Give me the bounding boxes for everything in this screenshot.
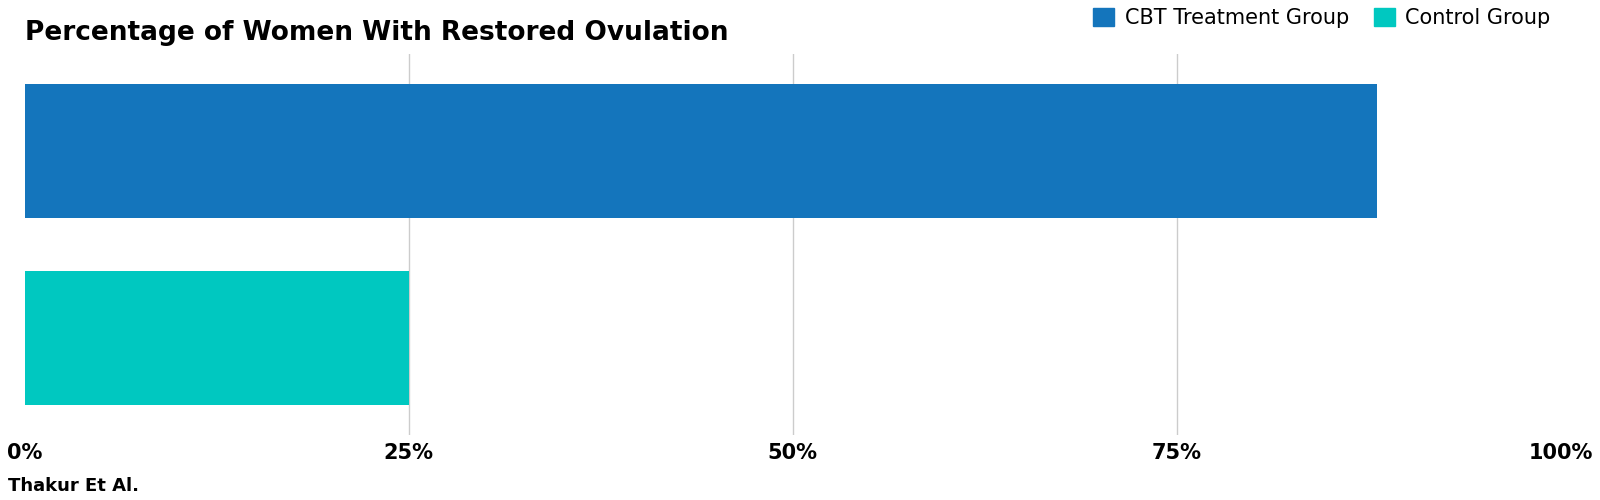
Legend: CBT Treatment Group, Control Group: CBT Treatment Group, Control Group xyxy=(1093,8,1550,28)
Bar xyxy=(24,270,408,405)
Bar xyxy=(24,84,1376,218)
Text: Thakur Et Al.: Thakur Et Al. xyxy=(8,477,139,495)
Text: Percentage of Women With Restored Ovulation: Percentage of Women With Restored Ovulat… xyxy=(24,20,728,46)
